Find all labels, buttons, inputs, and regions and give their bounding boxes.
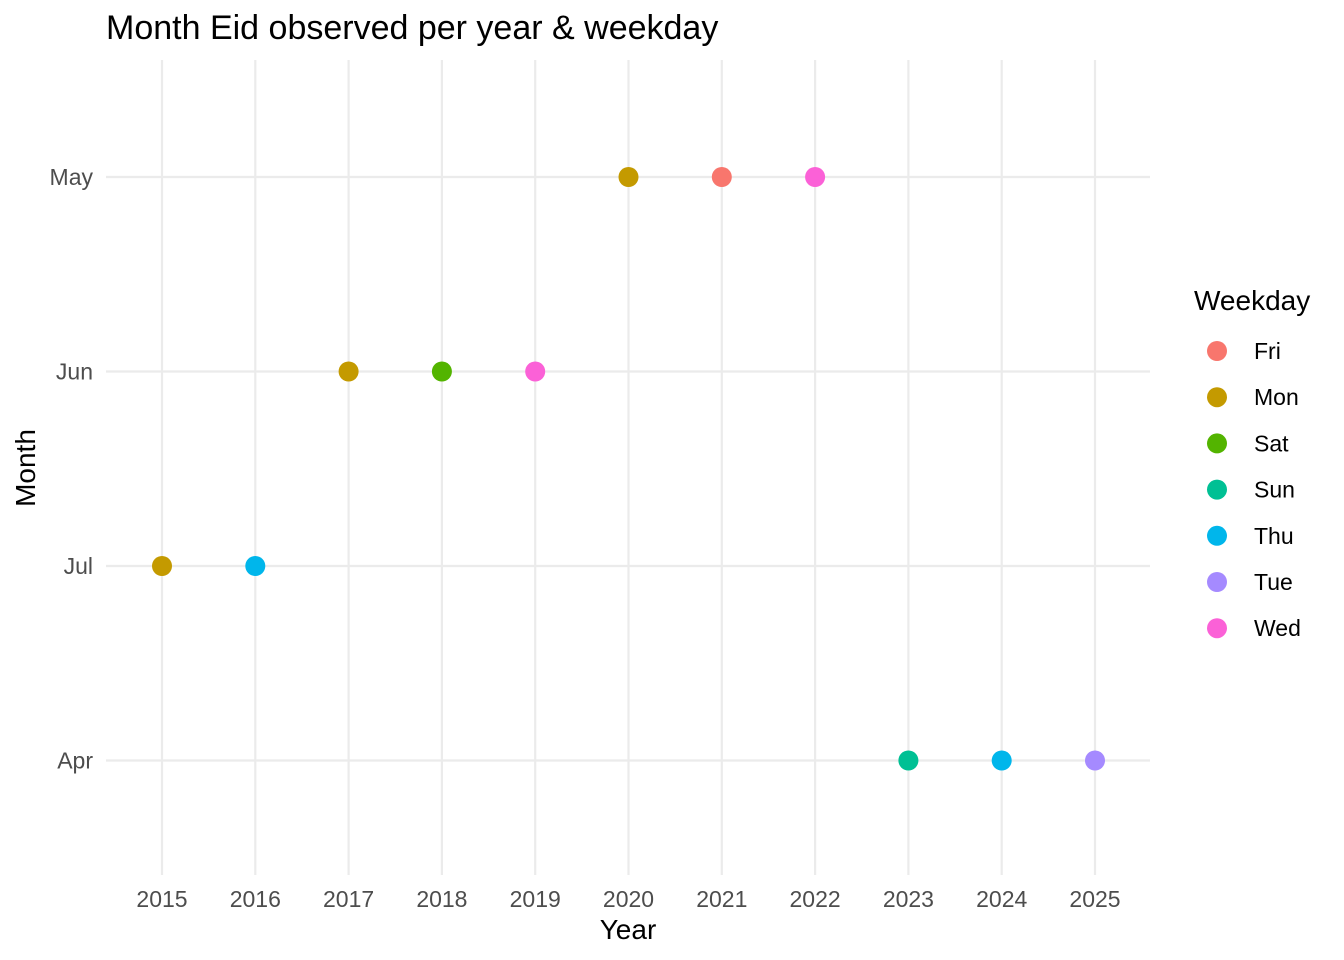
point-2016-thu — [245, 556, 266, 576]
legend-key-thu — [1207, 525, 1227, 546]
legend-key-fri — [1207, 341, 1227, 361]
point-2019-wed — [525, 361, 546, 382]
x-tick-label: 2019 — [510, 886, 561, 912]
x-tick-label: 2021 — [696, 886, 747, 912]
legend-key-mon — [1207, 387, 1227, 408]
point-2021-fri — [711, 167, 732, 187]
legend-label-sat: Sat — [1254, 430, 1289, 456]
point-2020-mon — [618, 167, 639, 187]
point-2024-thu — [991, 750, 1012, 771]
x-tick-label: 2018 — [416, 886, 467, 912]
legend-label-wed: Wed — [1254, 615, 1301, 641]
grid — [106, 60, 1150, 875]
legend-title: Weekday — [1194, 285, 1310, 316]
legend-key-tue — [1207, 572, 1227, 592]
legend-key-sun — [1207, 479, 1227, 500]
legend-label-tue: Tue — [1254, 569, 1293, 595]
x-tick-label: 2025 — [1069, 886, 1120, 912]
x-tick-label: 2024 — [976, 886, 1027, 912]
point-2017-mon — [338, 361, 359, 382]
point-2015-mon — [152, 556, 172, 576]
y-tick-label: May — [50, 164, 94, 190]
y-tick-label: Jun — [56, 359, 93, 385]
y-tick-label: Jul — [64, 553, 93, 579]
x-tick-label: 2016 — [230, 886, 281, 912]
chart-title: Month Eid observed per year & weekday — [106, 9, 718, 47]
legend-label-fri: Fri — [1254, 338, 1281, 364]
point-2022-wed — [805, 167, 826, 187]
legend-key-sat — [1207, 433, 1227, 454]
x-axis-ticks: 2015 2016 2017 2018 2019 2020 2021 2022 2023 2024… — [136, 886, 1120, 912]
point-2018-sat — [431, 361, 452, 382]
point-2025-tue — [1085, 750, 1105, 771]
x-tick-label: 2020 — [603, 886, 654, 912]
y-axis-ticks: May Jun Jul Apr — [50, 164, 94, 774]
point-2023-sun — [898, 750, 919, 771]
legend-label-mon: Mon — [1254, 384, 1299, 410]
x-tick-label: 2015 — [136, 886, 187, 912]
legend-key-wed — [1207, 618, 1227, 639]
x-axis-title: Year — [600, 914, 657, 945]
data-points — [152, 167, 1105, 771]
x-tick-label: 2017 — [323, 886, 374, 912]
legend-label-sun: Sun — [1254, 477, 1295, 503]
x-tick-label: 2022 — [790, 886, 841, 912]
y-axis-title: Month — [10, 429, 41, 507]
legend-label-thu: Thu — [1254, 523, 1294, 549]
y-tick-label: Apr — [57, 748, 93, 774]
x-tick-label: 2023 — [883, 886, 934, 912]
legend: Weekday Fri Mon Sat Sun Thu Tue Wed — [1194, 285, 1310, 641]
